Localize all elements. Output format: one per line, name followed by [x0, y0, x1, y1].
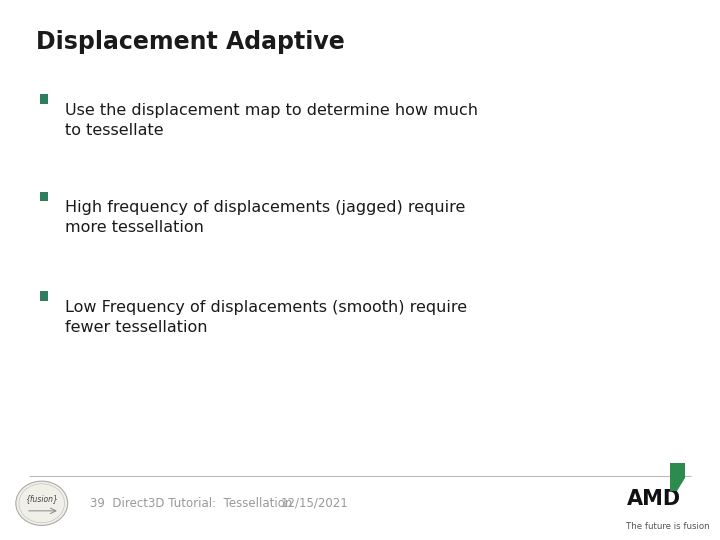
Text: {fusion}: {fusion}	[25, 495, 58, 503]
Text: The future is fusion: The future is fusion	[626, 522, 710, 531]
Bar	[40, 192, 48, 201]
Polygon shape	[677, 478, 685, 491]
Text: 39  Direct3D Tutorial:  Tessellation: 39 Direct3D Tutorial: Tessellation	[90, 497, 292, 510]
Text: AMD: AMD	[626, 489, 680, 509]
Text: 12/15/2021: 12/15/2021	[281, 497, 348, 510]
Text: Use the displacement map to determine how much
to tessellate: Use the displacement map to determine ho…	[65, 103, 478, 138]
Bar	[40, 292, 48, 301]
Text: Low Frequency of displacements (smooth) require
fewer tessellation: Low Frequency of displacements (smooth) …	[65, 300, 467, 335]
Ellipse shape	[16, 481, 68, 525]
Bar	[40, 94, 48, 104]
Text: Displacement Adaptive: Displacement Adaptive	[36, 30, 345, 53]
Bar	[670, 463, 685, 491]
Text: High frequency of displacements (jagged) require
more tessellation: High frequency of displacements (jagged)…	[65, 200, 465, 235]
